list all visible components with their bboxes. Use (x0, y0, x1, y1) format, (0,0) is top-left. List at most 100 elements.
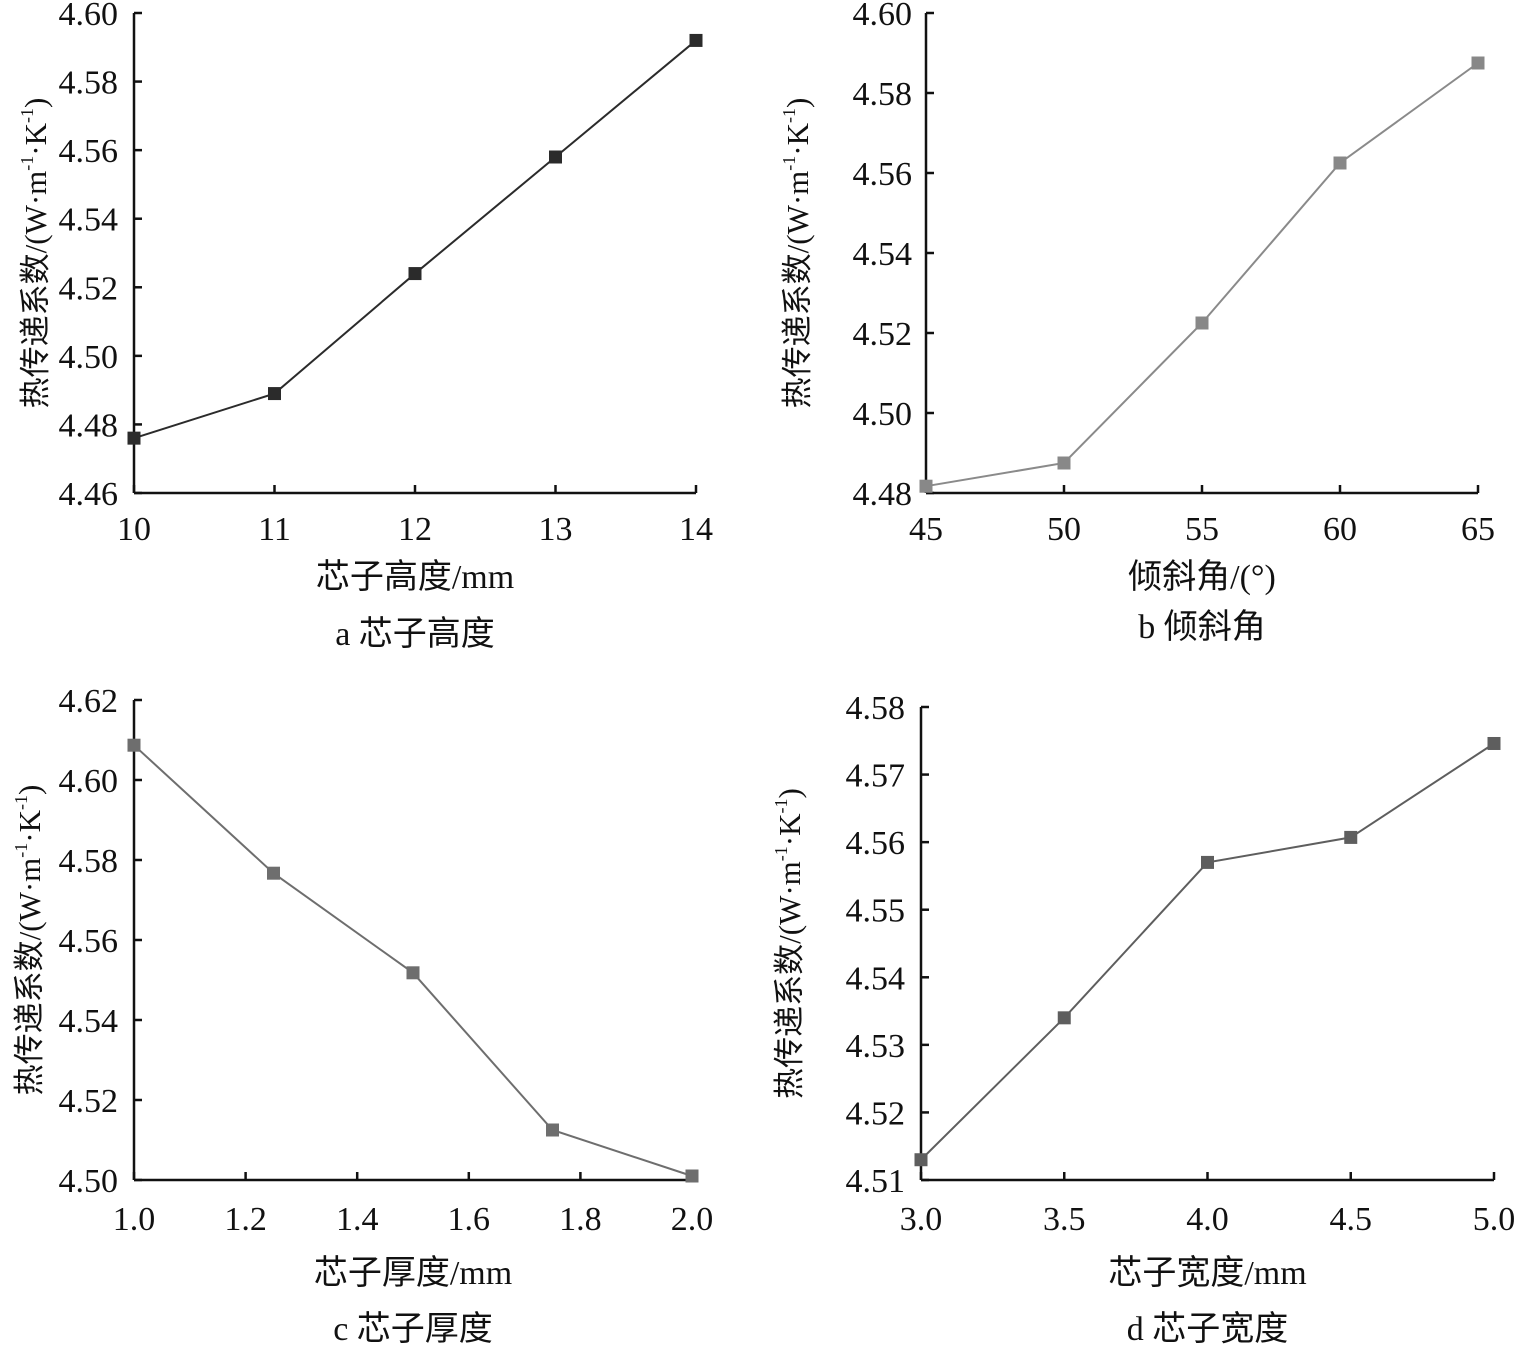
y-tick-label: 4.58 (59, 843, 119, 880)
x-tick-label: 3.5 (1043, 1201, 1086, 1238)
x-tick-label: 3.0 (900, 1201, 943, 1238)
y-tick-label: 4.58 (853, 76, 913, 113)
y-axis-label-superscript: -1 (11, 843, 31, 858)
y-axis-label-close: ) (780, 98, 815, 108)
y-axis-label-superscript: -1 (771, 798, 791, 813)
x-axis-label: 芯子高度/mm (316, 558, 514, 596)
data-point-marker (267, 866, 280, 880)
x-tick-label: 1.0 (113, 1201, 156, 1238)
y-tick-label: 4.62 (59, 683, 119, 720)
y-tick-label: 4.56 (59, 133, 119, 170)
data-point-marker (406, 966, 420, 980)
y-tick-label: 4.60 (59, 763, 119, 800)
series-line (133, 39, 697, 440)
data-point-marker (127, 738, 141, 752)
x-tick-label: 1.8 (559, 1201, 602, 1238)
data-point-marker (1333, 156, 1347, 170)
y-axis-label-unit: ·K (772, 813, 807, 846)
data-point-marker (1471, 56, 1485, 70)
series-line (133, 744, 693, 1177)
y-tick-label: 4.54 (846, 960, 906, 997)
x-tick-label: 1.2 (224, 1201, 267, 1238)
x-tick-label: 65 (1461, 511, 1495, 548)
x-tick-label: 14 (679, 511, 713, 548)
y-tick-label: 4.52 (853, 316, 913, 353)
y-axis-label-unit: ·K (12, 809, 47, 842)
y-tick-label: 4.52 (846, 1095, 906, 1132)
y-tick-label: 4.58 (846, 690, 906, 727)
y-axis-label-unit: ·K (780, 122, 815, 155)
x-tick-label: 45 (909, 511, 943, 548)
x-tick-label: 1.4 (336, 1201, 379, 1238)
y-axis-label-superscript: -1 (771, 846, 791, 861)
chart-panel-d: 4.51 4.52 4.53 4.54 4.55 4.56 4.57 4.58 3.0 3.5 4.… (771, 690, 1515, 1346)
y-tick-label: 4.56 (846, 825, 906, 862)
y-tick-label: 4.52 (59, 270, 119, 307)
x-tick-label: 50 (1047, 511, 1081, 548)
y-tick-label: 4.54 (59, 202, 119, 239)
y-axis-label-superscript: -1 (779, 156, 799, 171)
y-tick-label: 4.54 (853, 236, 913, 273)
panel-caption: a 芯子高度 (335, 615, 495, 653)
y-tick-label: 4.50 (59, 1163, 119, 1200)
data-point-marker (1487, 736, 1501, 750)
data-point-marker (914, 1153, 928, 1167)
x-tick-label: 2.0 (671, 1201, 714, 1238)
y-tick-label: 4.57 (846, 758, 906, 795)
x-tick-label: 1.6 (448, 1201, 491, 1238)
y-axis-label-superscript: -1 (17, 108, 37, 123)
data-point-marker (1057, 456, 1071, 470)
y-axis-label-close: ) (18, 98, 53, 108)
chart-panel-c: 4.50 4.52 4.54 4.56 4.58 4.60 4.62 1.0 1.2 1.4 1.6… (11, 683, 713, 1346)
y-axis-label: 热传递系数/(W·m-1·K-1) (771, 788, 807, 1099)
y-tick-label: 4.60 (853, 0, 913, 33)
data-point-marker (1195, 316, 1209, 330)
y-axis-label-unit: ·K (18, 122, 53, 155)
x-tick-label: 60 (1323, 511, 1357, 548)
y-tick-label: 4.54 (59, 1003, 119, 1040)
y-axis-label-superscript: -1 (17, 156, 37, 171)
data-point-marker (408, 267, 422, 281)
y-tick-label: 4.58 (59, 65, 119, 102)
x-axis-label: 芯子宽度/mm (1108, 1254, 1306, 1292)
y-tick-label: 4.53 (846, 1028, 906, 1065)
data-point-marker (1057, 1011, 1071, 1025)
data-point-marker (1344, 830, 1358, 844)
data-point-marker (1201, 855, 1214, 869)
y-tick-label: 4.48 (59, 407, 119, 444)
y-tick-label: 4.52 (59, 1083, 119, 1120)
y-tick-label: 4.50 (59, 339, 119, 376)
data-point-marker (685, 1169, 699, 1183)
series-line (925, 62, 1479, 488)
y-axis-label: 热传递系数/(W·m-1·K-1) (779, 98, 815, 409)
y-tick-label: 4.56 (853, 156, 913, 193)
x-axis-label: 倾斜角/(°) (1128, 558, 1276, 596)
y-axis-label-superscript: -1 (779, 108, 799, 123)
y-axis-label-main: 热传递系数/(W·m (18, 171, 53, 409)
x-tick-label: 5.0 (1473, 1201, 1516, 1238)
x-tick-label: 13 (539, 511, 573, 548)
y-axis-label-close: ) (772, 788, 807, 798)
x-tick-label: 4.5 (1330, 1201, 1373, 1238)
chart-panel-b: 4.48 4.50 4.52 4.54 4.56 4.58 4.60 45 50 55 60 65 倾斜… (779, 0, 1495, 646)
data-point-marker (549, 150, 562, 164)
data-point-marker (268, 387, 281, 401)
x-axis-label: 芯子厚度/mm (314, 1254, 512, 1292)
series-line (920, 742, 1495, 1161)
panel-caption: c 芯子厚度 (333, 1310, 493, 1346)
y-tick-label: 4.46 (59, 476, 119, 513)
y-tick-label: 4.50 (853, 396, 913, 433)
y-axis-label: 热传递系数/(W·m-1·K-1) (11, 785, 47, 1096)
x-tick-label: 11 (258, 511, 291, 548)
y-axis-label-main: 热传递系数/(W·m (772, 861, 807, 1099)
data-point-marker (127, 431, 141, 445)
y-tick-label: 4.55 (846, 893, 906, 930)
panel-caption: d 芯子宽度 (1127, 1310, 1289, 1346)
y-tick-label: 4.56 (59, 923, 119, 960)
y-tick-label: 4.60 (59, 0, 119, 33)
data-point-marker (919, 479, 933, 493)
x-tick-label: 55 (1185, 511, 1219, 548)
panel-caption: b 倾斜角 (1138, 608, 1266, 646)
y-axis-label-close: ) (12, 785, 47, 795)
